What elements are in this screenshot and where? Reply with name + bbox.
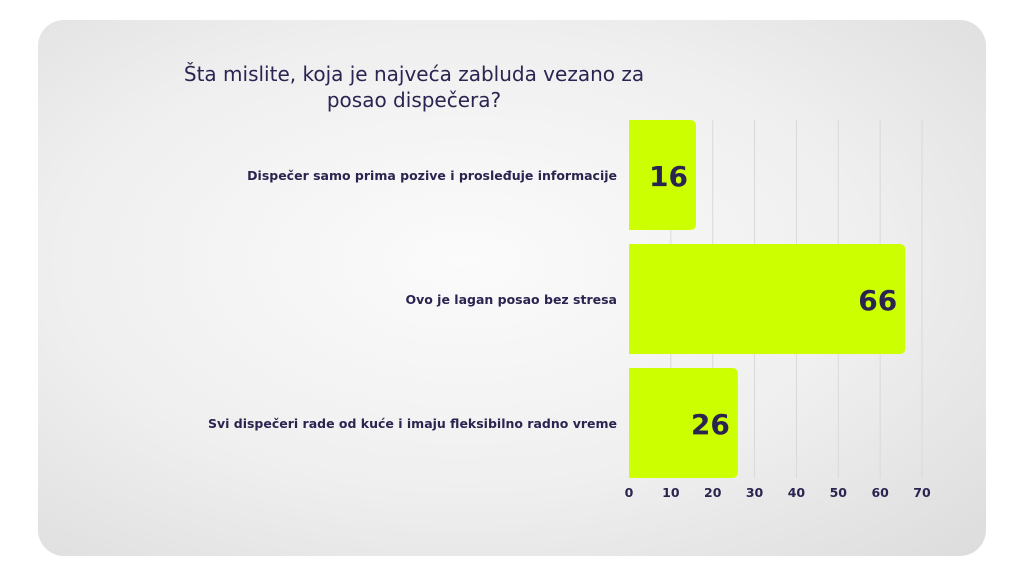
x-tick-label-50: 50 — [830, 485, 848, 500]
x-tick-label-20: 20 — [704, 485, 722, 500]
data-label-2: 66 — [858, 284, 897, 317]
x-tick-label-40: 40 — [788, 485, 806, 500]
category-label-2: Ovo je lagan posao bez stresa — [405, 292, 617, 307]
x-tick-label-30: 30 — [746, 485, 764, 500]
x-tick-label-60: 60 — [871, 485, 889, 500]
x-tick-label-0: 0 — [625, 485, 634, 500]
bar-3 — [629, 368, 738, 478]
category-label-3: Svi dispečeri rade od kuće i imaju fleks… — [208, 416, 617, 431]
category-label-1: Dispečer samo prima pozive i prosleđuje … — [247, 168, 617, 183]
data-label-3: 26 — [691, 408, 730, 441]
x-tick-label-10: 10 — [662, 485, 680, 500]
x-tick-label-70: 70 — [913, 485, 931, 500]
data-label-1: 16 — [649, 160, 688, 193]
bar-2 — [629, 244, 906, 354]
bar-1 — [629, 120, 696, 230]
